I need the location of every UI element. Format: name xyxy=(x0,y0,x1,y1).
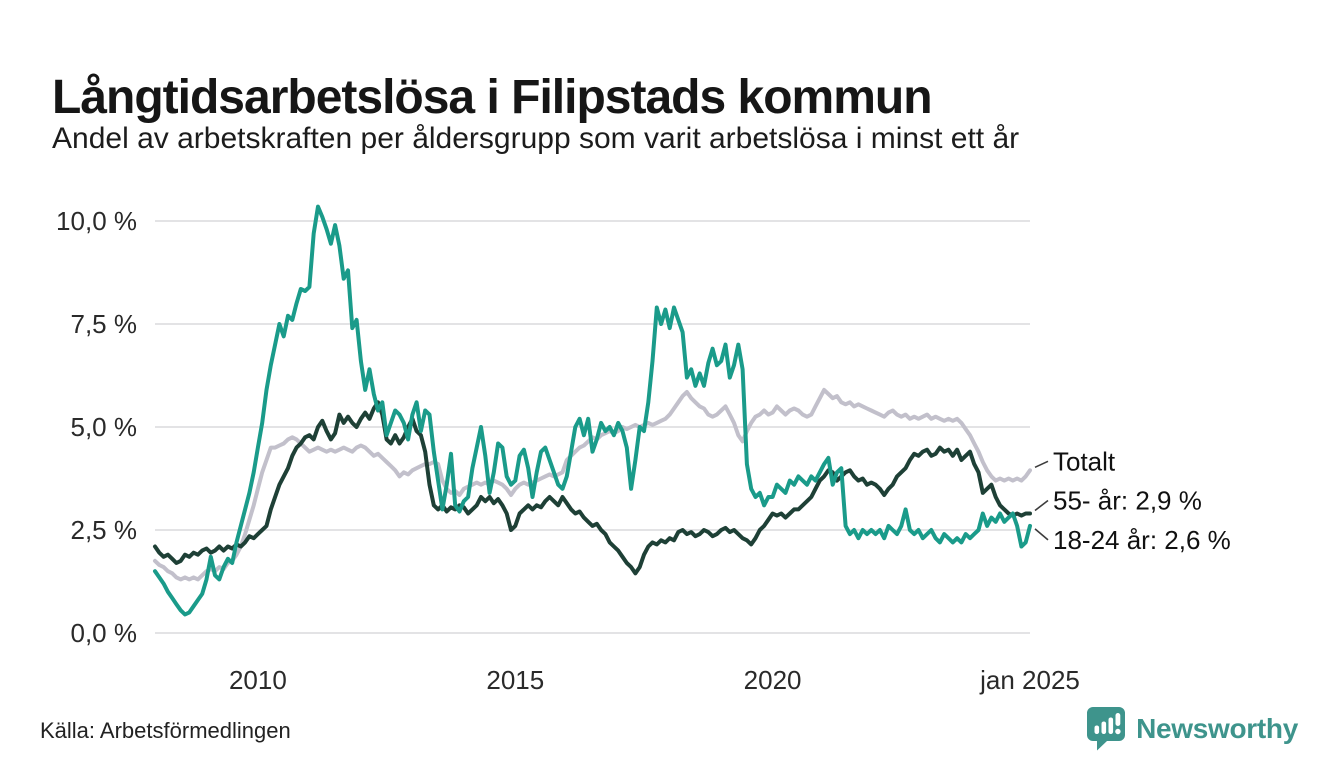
x-axis-tick-label: 2010 xyxy=(229,665,287,695)
annotation-label-55: 55- år: 2,9 % xyxy=(1053,486,1202,516)
x-axis-tick-label: jan 2025 xyxy=(979,665,1080,695)
chart-subtitle: Andel av arbetskraften per åldersgrupp s… xyxy=(52,122,1020,155)
annotation-connector xyxy=(1034,528,1049,541)
annotation-connector xyxy=(1034,499,1049,512)
series-line-18-24 xyxy=(153,204,1032,617)
newsworthy-bubble-chart-icon xyxy=(1087,707,1126,751)
annotation-label-totalt: Totalt xyxy=(1053,446,1116,476)
series-line-totalt xyxy=(153,387,1032,582)
y-axis-tick-label: 5,0 % xyxy=(71,412,138,442)
x-axis-tick-label: 2020 xyxy=(744,665,802,695)
newsworthy-wordmark: Newsworthy xyxy=(1136,712,1298,744)
x-axis-tick-label: 2015 xyxy=(486,665,544,695)
y-axis-tick-label: 2,5 % xyxy=(71,515,138,545)
source-note: Källa: Arbetsförmedlingen xyxy=(40,718,291,743)
annotation-label-18-24: 18-24 år: 2,6 % xyxy=(1053,525,1231,555)
annotation-connector xyxy=(1034,460,1049,469)
newsworthy-logo: Newsworthy xyxy=(1086,706,1298,751)
series-line-55 xyxy=(153,400,1032,576)
y-axis-tick-label: 7,5 % xyxy=(71,309,138,339)
chart-title: Långtidsarbetslösa i Filipstads kommun xyxy=(52,71,933,125)
y-axis-tick-label: 0,0 % xyxy=(71,618,138,648)
y-axis-tick-label: 10,0 % xyxy=(56,206,137,236)
